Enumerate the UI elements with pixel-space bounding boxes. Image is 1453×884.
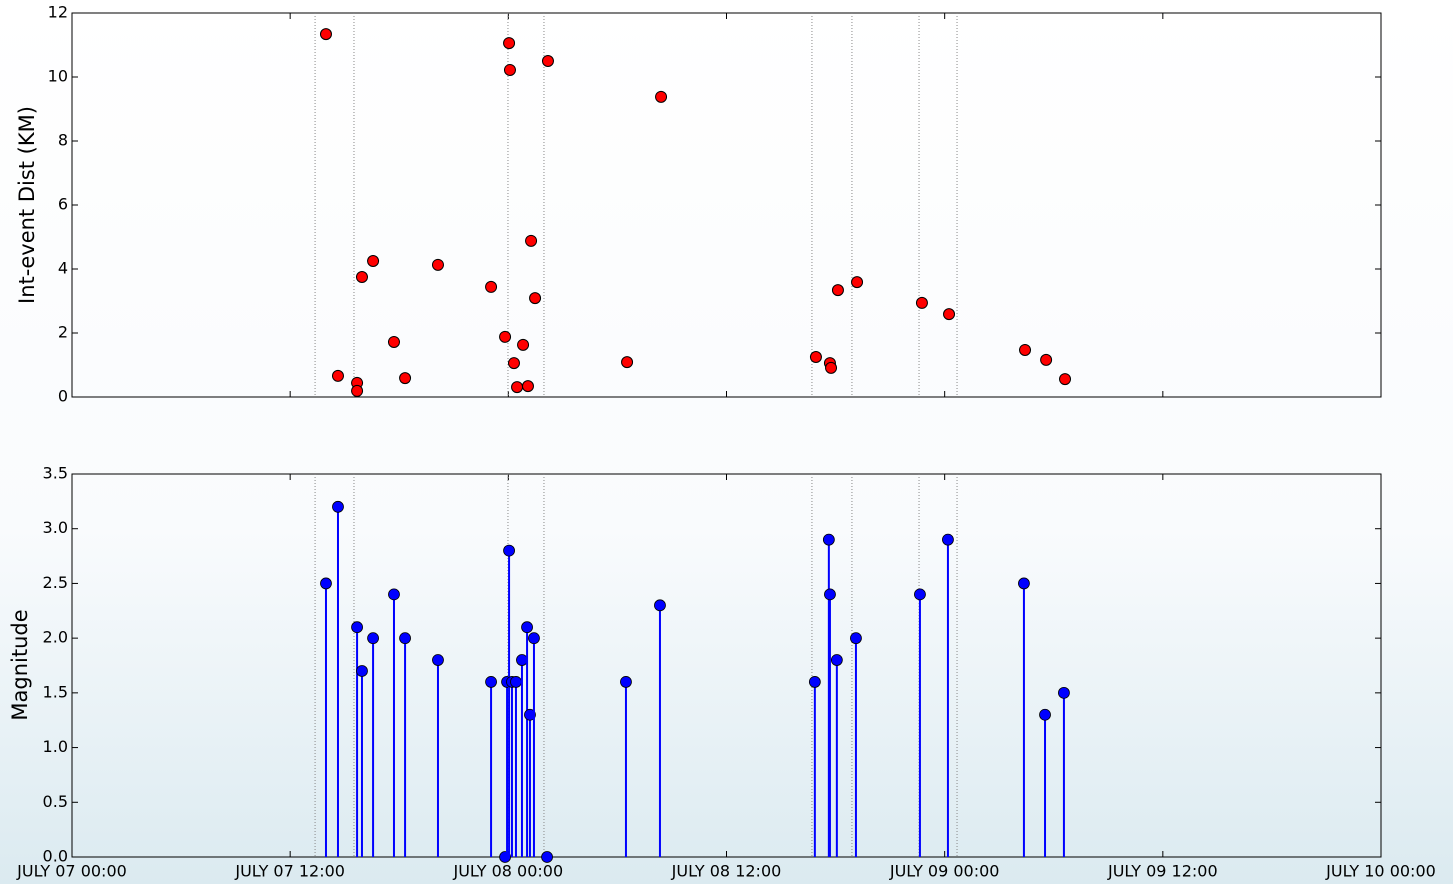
y-tick-label: 3.0 — [43, 518, 68, 537]
point — [851, 276, 864, 289]
x-tick-label: JULY 08 12:00 — [671, 862, 782, 881]
point — [541, 55, 554, 67]
point — [521, 380, 534, 393]
point — [1040, 353, 1053, 366]
x-tick-label: JULY 07 00:00 — [16, 862, 127, 881]
y-tick-label: 0 — [58, 387, 68, 406]
x-tick-label: JULY 10 00:00 — [1325, 862, 1436, 881]
y-axis-label: Int-event Dist (KM) — [15, 106, 39, 304]
stem-head — [320, 577, 332, 590]
y-tick-label: 4 — [58, 259, 68, 278]
x-tick-label: JULY 08 00:00 — [453, 862, 564, 881]
plot-frame — [71, 12, 1382, 398]
point — [355, 271, 368, 283]
stem-head — [351, 621, 363, 634]
x-tick-label: JULY 09 00:00 — [889, 862, 1000, 881]
y-tick-label: 2.5 — [43, 573, 68, 592]
stem-head — [516, 654, 528, 666]
stem-head — [524, 708, 536, 721]
point — [943, 308, 956, 321]
point — [915, 296, 928, 309]
point — [825, 361, 838, 374]
point — [399, 372, 412, 385]
point — [511, 381, 524, 394]
x-tick-label: JULY 09 12:00 — [1107, 862, 1218, 881]
point — [809, 351, 822, 363]
point — [503, 37, 516, 50]
stem-head — [503, 544, 515, 557]
stem-head — [850, 632, 862, 645]
stem-head — [1039, 708, 1051, 721]
y-tick-label: 12 — [48, 3, 68, 22]
y-tick-label: 1.5 — [43, 682, 68, 701]
y-tick-label: 3.5 — [43, 464, 68, 483]
stem-head — [822, 533, 835, 546]
stem-head — [1018, 577, 1030, 590]
point — [1059, 373, 1072, 386]
point — [431, 258, 444, 271]
y-tick-label: 1.0 — [43, 737, 68, 756]
point — [1019, 343, 1032, 356]
point — [331, 369, 344, 382]
stem-head — [399, 632, 411, 645]
point — [485, 280, 498, 293]
stem-head — [541, 851, 553, 863]
point — [525, 234, 538, 247]
stem-head — [824, 588, 836, 601]
stem-head — [528, 632, 540, 645]
stem-head — [914, 588, 926, 601]
point — [507, 357, 520, 370]
point — [503, 63, 516, 76]
stem-head — [332, 500, 344, 513]
y-tick-label: 0.0 — [43, 847, 68, 866]
plot-frame — [71, 473, 1382, 858]
stem-head — [485, 676, 497, 688]
y-tick-label: 10 — [48, 67, 68, 86]
point — [655, 90, 668, 103]
point — [621, 356, 634, 369]
point — [529, 292, 542, 305]
y-tick-label: 2 — [58, 323, 68, 342]
stem-head — [510, 676, 522, 688]
point — [499, 330, 512, 343]
y-tick-label: 6 — [58, 195, 68, 214]
stem-head — [388, 588, 400, 601]
stem-head — [620, 676, 632, 688]
stem-head — [356, 665, 368, 677]
point — [387, 335, 400, 348]
stem-head — [808, 676, 821, 688]
point — [351, 384, 364, 397]
point — [517, 338, 530, 351]
y-axis-label: Magnitude — [8, 609, 32, 720]
stem-head — [367, 632, 379, 645]
stem-head — [830, 654, 843, 666]
stem-head — [654, 599, 666, 612]
stem-head — [432, 654, 444, 666]
y-tick-label: 0.5 — [43, 792, 68, 811]
point — [319, 28, 332, 41]
x-tick-label: JULY 07 12:00 — [234, 862, 345, 881]
point — [367, 255, 380, 267]
y-tick-label: 2.0 — [43, 628, 68, 647]
stem-head — [521, 621, 533, 634]
stem-head — [1058, 686, 1070, 699]
stem-head — [942, 533, 954, 546]
y-tick-label: 8 — [58, 131, 68, 150]
point — [831, 284, 844, 297]
